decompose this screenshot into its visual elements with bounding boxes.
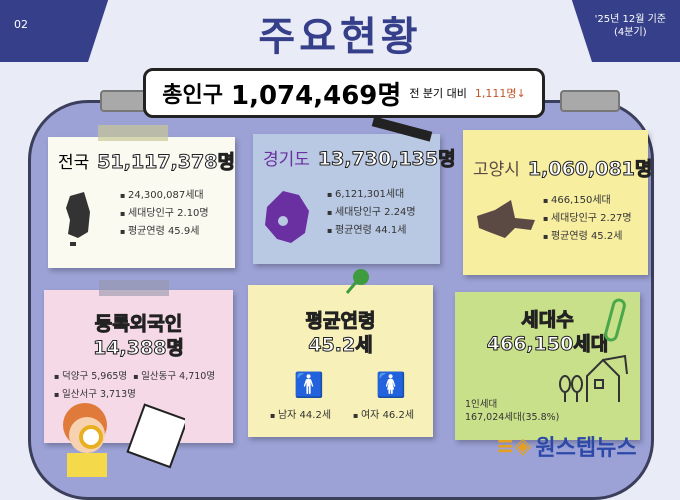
tape xyxy=(99,280,169,296)
region-population: 51,117,378명 xyxy=(97,151,236,174)
house-tree-icon xyxy=(559,354,628,402)
reference-date: '25년 12월 기준 (4분기) xyxy=(595,13,666,39)
total-value: 1,074,469명 xyxy=(231,80,402,111)
compare-label: 전 분기 대비 xyxy=(409,87,467,100)
average-age-title: 평균연령 xyxy=(305,310,376,333)
logo-mark-icon: ≡◈ xyxy=(496,433,532,459)
card-gyeonggi: 경기도 13,730,135명 6,121,301세대세대당인구 2.24명평균연… xyxy=(253,134,456,264)
district-ilsandong: 일산동구 4,710명 xyxy=(133,371,215,382)
region-population: 1,060,081명 xyxy=(527,158,653,181)
average-age: 평균연령 45.2세 xyxy=(543,228,632,246)
character-magnifier-illustration xyxy=(63,403,185,477)
total-population-box: 총인구 1,074,469명 전 분기 대비 1,111명↓ xyxy=(143,68,545,118)
card-goyang: 고양시 1,060,081명 466,150세대세대당인구 2.27명평균연령 4… xyxy=(463,130,653,275)
persons-per-household: 세대당인구 2.27명 xyxy=(543,210,632,228)
card-foreigners: 등록외국인 14,388명 덕양구 5,965명 일산동구 4,710명일산서구… xyxy=(44,280,233,443)
female-average-age: 여자 46.2세 xyxy=(353,407,414,425)
region-name: 전국 xyxy=(58,153,90,173)
households: 6,121,301세대 xyxy=(327,186,416,204)
korea-map-icon xyxy=(66,192,90,246)
region-name: 고양시 xyxy=(473,160,520,180)
news-logo: ≡◈ 원스텝뉴스 xyxy=(496,430,637,462)
female-icon: 🚺 xyxy=(376,371,406,399)
card-households: 세대수 466,150세대 1인세대 167,024세대(35.8%) xyxy=(455,292,640,440)
card-national: 전국 51,117,378명 24,300,087세대세대당인구 2.10명평균연… xyxy=(48,125,236,268)
households-title: 세대수 xyxy=(521,309,574,332)
households: 24,300,087세대 xyxy=(120,187,209,205)
quarter-line: (4분기) xyxy=(614,27,647,38)
foreigners-title: 등록외국인 xyxy=(94,313,183,336)
pushpin-icon xyxy=(345,269,369,294)
male-icon: 🚹 xyxy=(294,371,324,399)
district-deogyang: 덕양구 5,965명 xyxy=(54,371,127,382)
header-tab xyxy=(88,0,592,62)
binder-clip-right xyxy=(560,90,620,112)
region-name: 경기도 xyxy=(263,150,310,170)
single-household-value: 167,024세대(35.8%) xyxy=(465,412,560,423)
total-label: 총인구 xyxy=(162,83,223,108)
average-age: 평균연령 45.9세 xyxy=(120,223,209,241)
households: 466,150세대 xyxy=(543,192,632,210)
single-household-label: 1인세대 xyxy=(465,399,498,410)
persons-per-household: 세대당인구 2.24명 xyxy=(327,204,416,222)
district-ilsanseo: 일산서구 3,713명 xyxy=(54,386,223,404)
card-average-age: 평균연령 45.2세 🚹 🚺 남자 44.2세 여자 46.2세 xyxy=(248,269,433,437)
male-average-age: 남자 44.2세 xyxy=(270,407,331,425)
goyang-map-icon xyxy=(477,200,535,238)
page-number: 02 xyxy=(14,18,28,31)
households-value: 466,150세대 xyxy=(486,333,609,356)
logo-text: 원스텝뉴스 xyxy=(535,436,637,461)
average-age: 평균연령 44.1세 xyxy=(327,222,416,240)
region-population: 13,730,135명 xyxy=(317,148,456,171)
average-age-value: 45.2세 xyxy=(308,334,373,357)
foreigners-value: 14,388명 xyxy=(93,337,185,360)
gyeonggi-map-icon xyxy=(265,191,309,243)
tape xyxy=(98,125,168,141)
date-line: '25년 12월 기준 xyxy=(594,14,666,25)
persons-per-household: 세대당인구 2.10명 xyxy=(120,205,209,223)
page-title: 주요현황 xyxy=(258,14,422,60)
change-value: 1,111명↓ xyxy=(474,87,526,100)
